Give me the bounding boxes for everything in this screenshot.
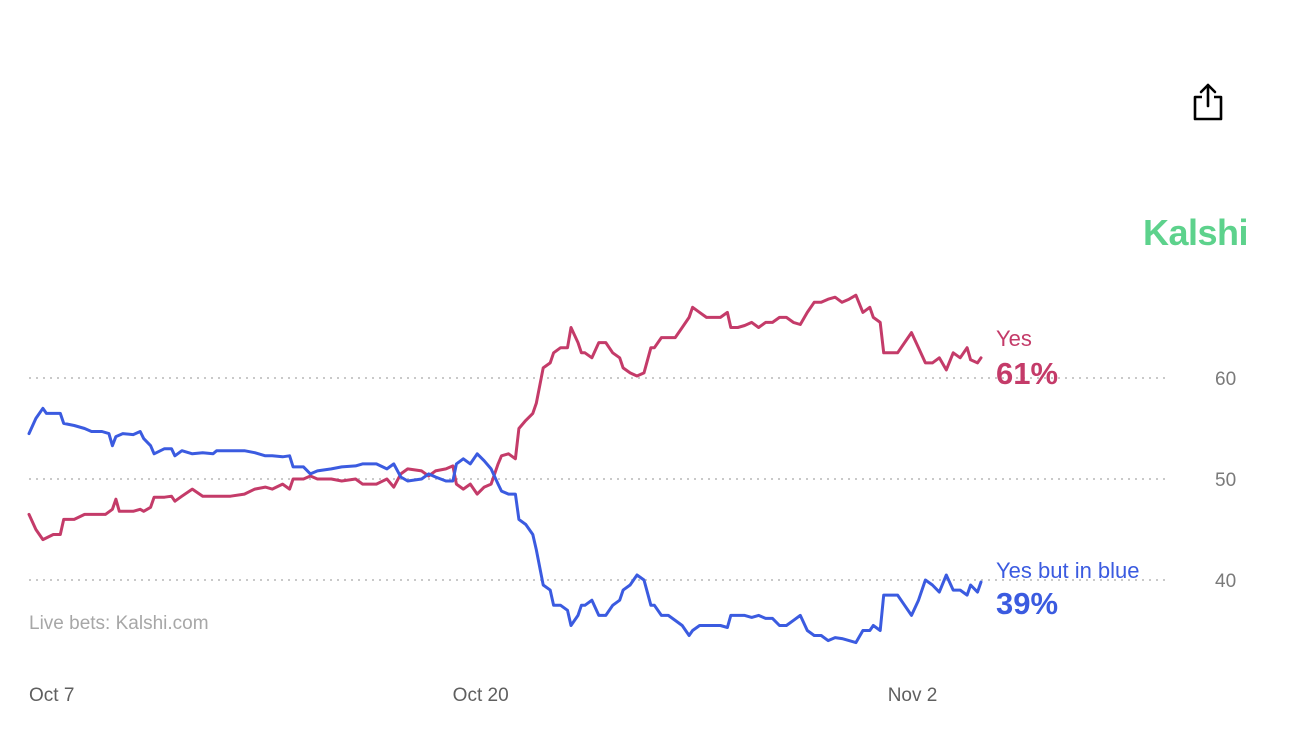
brand-logo: Kalshi bbox=[1143, 212, 1249, 253]
x-axis-ticks: Oct 7 Oct 20 Nov 2 bbox=[29, 685, 937, 706]
series-end-labels: Yes 61% Yes but in blue 39% bbox=[996, 326, 1140, 621]
x-tick-label: Nov 2 bbox=[888, 685, 938, 706]
series-value-label: 61% bbox=[996, 356, 1058, 391]
y-tick-label: 60 bbox=[1215, 369, 1236, 390]
share-icon bbox=[1193, 83, 1223, 121]
series-line-2 bbox=[27, 406, 983, 645]
series-line-1 bbox=[27, 293, 983, 542]
series-lines bbox=[27, 293, 983, 645]
series-name-label: Yes but in blue bbox=[996, 558, 1140, 583]
y-tick-label: 50 bbox=[1215, 470, 1236, 491]
source-label: Live bets: Kalshi.com bbox=[29, 613, 209, 634]
x-tick-label: Oct 7 bbox=[29, 685, 74, 706]
series-value-label: 39% bbox=[996, 586, 1058, 621]
y-axis-ticks: 60 50 40 bbox=[1215, 369, 1236, 592]
y-tick-label: 40 bbox=[1215, 571, 1236, 592]
series-name-label: Yes bbox=[996, 326, 1032, 351]
x-tick-label: Oct 20 bbox=[453, 685, 509, 706]
share-button[interactable] bbox=[1186, 80, 1230, 124]
gridlines bbox=[29, 377, 1165, 581]
